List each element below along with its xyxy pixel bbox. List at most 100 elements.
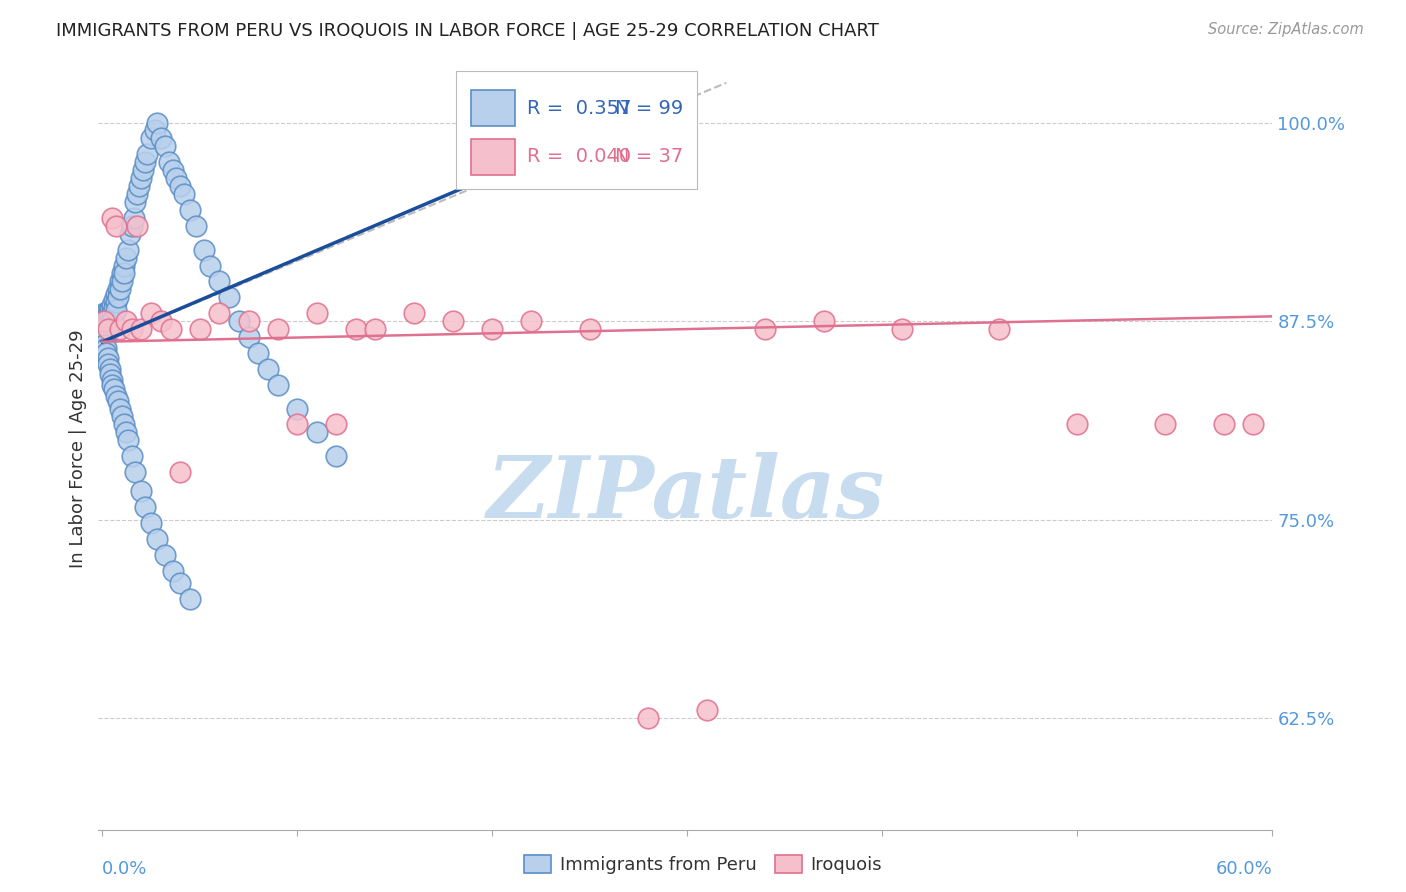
Point <box>98 318 121 332</box>
Point <box>96 306 118 320</box>
Point <box>97 357 120 371</box>
Point <box>91 314 114 328</box>
Point <box>107 393 129 408</box>
Point <box>131 322 153 336</box>
Point <box>988 322 1011 336</box>
Point <box>114 314 136 328</box>
Point <box>96 314 118 328</box>
Point <box>173 186 195 201</box>
Point <box>179 592 201 607</box>
Point <box>157 155 180 169</box>
Point <box>134 500 156 514</box>
Point <box>104 219 127 233</box>
Point <box>103 293 125 308</box>
Point <box>111 274 134 288</box>
Point <box>103 301 125 316</box>
Point <box>127 219 149 233</box>
Point <box>404 306 426 320</box>
Point <box>139 131 162 145</box>
Point <box>238 314 260 328</box>
Point <box>208 306 231 320</box>
Point <box>93 338 115 352</box>
Point <box>153 548 176 562</box>
Point <box>93 306 115 320</box>
Point <box>520 314 543 328</box>
FancyBboxPatch shape <box>471 138 515 175</box>
Point <box>267 322 290 336</box>
Point <box>257 361 280 376</box>
Point <box>117 434 139 448</box>
Point <box>198 259 221 273</box>
Point <box>267 377 290 392</box>
Point <box>124 194 146 209</box>
Point <box>101 211 124 225</box>
Point <box>122 211 145 225</box>
Point <box>184 219 207 233</box>
Point <box>112 267 135 281</box>
Point <box>97 310 120 324</box>
Point <box>97 351 120 365</box>
Point <box>107 290 129 304</box>
Point <box>131 484 153 499</box>
Point <box>98 303 121 318</box>
Point <box>97 322 120 336</box>
Point <box>285 401 308 416</box>
Point <box>104 295 127 310</box>
Point <box>104 303 127 318</box>
Point <box>136 147 159 161</box>
Point <box>139 306 162 320</box>
Point <box>890 322 912 336</box>
Point <box>149 131 172 145</box>
Text: 60.0%: 60.0% <box>1216 860 1272 878</box>
Point <box>146 532 169 546</box>
Point <box>364 322 387 336</box>
Text: R =  0.040: R = 0.040 <box>527 147 631 167</box>
Point <box>101 314 124 328</box>
Point <box>305 425 328 440</box>
Point <box>93 314 115 328</box>
Text: N = 99: N = 99 <box>614 99 683 118</box>
Point <box>98 361 121 376</box>
Point <box>108 401 131 416</box>
Point <box>112 417 135 432</box>
Point <box>121 322 143 336</box>
Point <box>218 290 240 304</box>
Point <box>107 282 129 296</box>
Point <box>128 179 150 194</box>
Point <box>696 703 718 717</box>
Point <box>169 576 191 591</box>
Point <box>238 330 260 344</box>
Point <box>96 322 118 336</box>
Point <box>579 322 602 336</box>
Point <box>179 202 201 217</box>
Point <box>96 341 118 355</box>
Point <box>101 373 124 387</box>
Text: R =  0.357: R = 0.357 <box>527 99 631 118</box>
Point <box>247 346 270 360</box>
Point <box>101 377 124 392</box>
Point <box>285 417 308 432</box>
Point <box>754 322 776 336</box>
Point <box>101 306 124 320</box>
Point <box>101 298 124 312</box>
Point <box>91 322 114 336</box>
Point <box>134 155 156 169</box>
Point <box>93 322 115 336</box>
Point <box>104 389 127 403</box>
Point <box>108 274 131 288</box>
Point <box>111 409 134 424</box>
Point <box>208 274 231 288</box>
Point <box>97 306 120 320</box>
Point <box>1212 417 1234 432</box>
FancyBboxPatch shape <box>471 90 515 127</box>
Point <box>124 465 146 479</box>
Point <box>169 179 191 194</box>
Point <box>112 259 135 273</box>
Text: 0.0%: 0.0% <box>103 860 148 878</box>
Point <box>146 115 169 129</box>
FancyBboxPatch shape <box>457 70 697 189</box>
Point <box>98 310 121 324</box>
Point <box>127 186 149 201</box>
Point <box>149 314 172 328</box>
Point <box>143 123 166 137</box>
